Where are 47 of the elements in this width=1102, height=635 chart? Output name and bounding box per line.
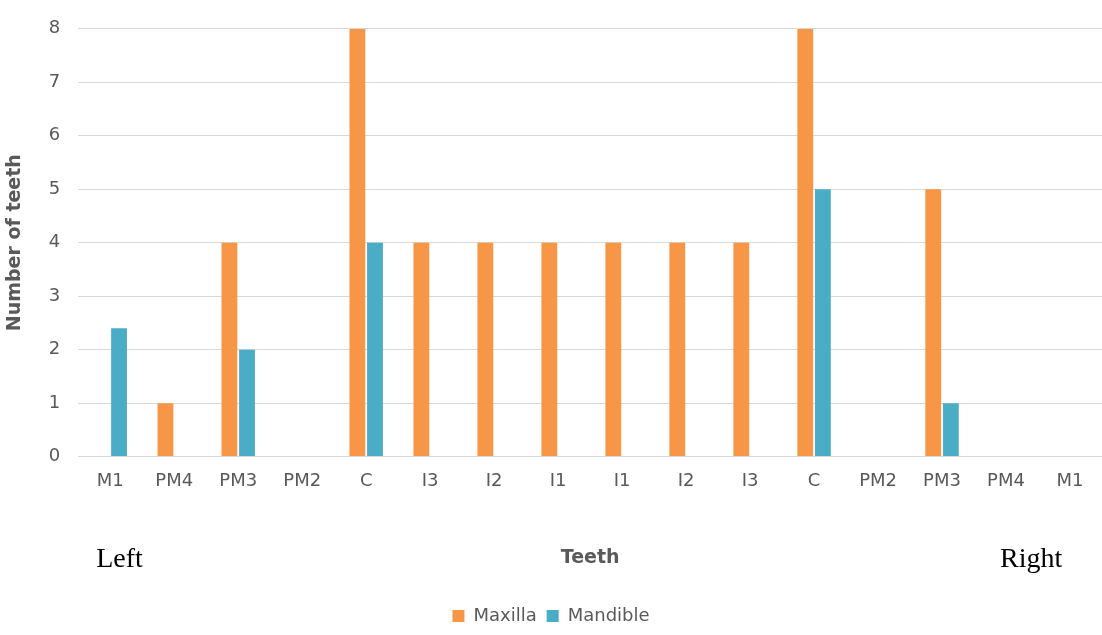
x-tick-label: M1 (1056, 469, 1084, 491)
x-tick-label: PM2 (283, 469, 322, 491)
bar (814, 189, 831, 457)
text: Left (96, 542, 144, 574)
bar (942, 403, 959, 457)
bar (239, 349, 255, 457)
x-axis-title: Teeth (560, 544, 620, 567)
x-tick-label: I3 (421, 469, 439, 491)
y-axis-title: Number of teeth (2, 154, 25, 332)
y-tick-label: 0 (48, 444, 61, 466)
y-tick-label: 2 (48, 337, 61, 359)
y-tick-label: 6 (48, 123, 61, 145)
x-tick-label: PM2 (859, 469, 897, 491)
bar (605, 242, 622, 457)
bar (349, 28, 366, 457)
y-tick-label: 7 (48, 69, 61, 91)
bar (733, 242, 750, 457)
y-tick-label: 3 (48, 283, 61, 305)
x-tick-label: I2 (485, 469, 503, 491)
x-tick-label: C (359, 469, 373, 491)
x-tick-label: M1 (96, 469, 124, 491)
bar (413, 242, 430, 457)
bar (477, 242, 494, 457)
x-tick-label: C (807, 469, 821, 491)
legend-label: Mandible (567, 603, 650, 625)
bar (541, 242, 558, 457)
bar (221, 242, 238, 457)
x-tick-label: PM4 (987, 469, 1025, 491)
x-tick-label: I1 (549, 469, 567, 491)
bar (797, 28, 814, 457)
bar (111, 328, 127, 457)
bar (367, 242, 383, 457)
y-tick-label: 5 (48, 176, 61, 198)
text: Right (1000, 542, 1063, 574)
y-tick-label: 8 (48, 16, 61, 38)
bar (157, 403, 174, 457)
x-tick-label: I3 (741, 469, 759, 491)
x-tick-label: I2 (677, 469, 695, 491)
x-tick-label: PM3 (219, 469, 258, 491)
y-tick-label: 1 (48, 390, 61, 412)
x-tick-label: PM3 (923, 469, 961, 491)
y-tick-label: 4 (48, 230, 61, 252)
bar (669, 242, 686, 457)
x-tick-label: PM4 (155, 469, 194, 491)
bar (925, 189, 942, 457)
legend-label: Maxilla (473, 603, 537, 625)
x-tick-label: I1 (613, 469, 631, 491)
